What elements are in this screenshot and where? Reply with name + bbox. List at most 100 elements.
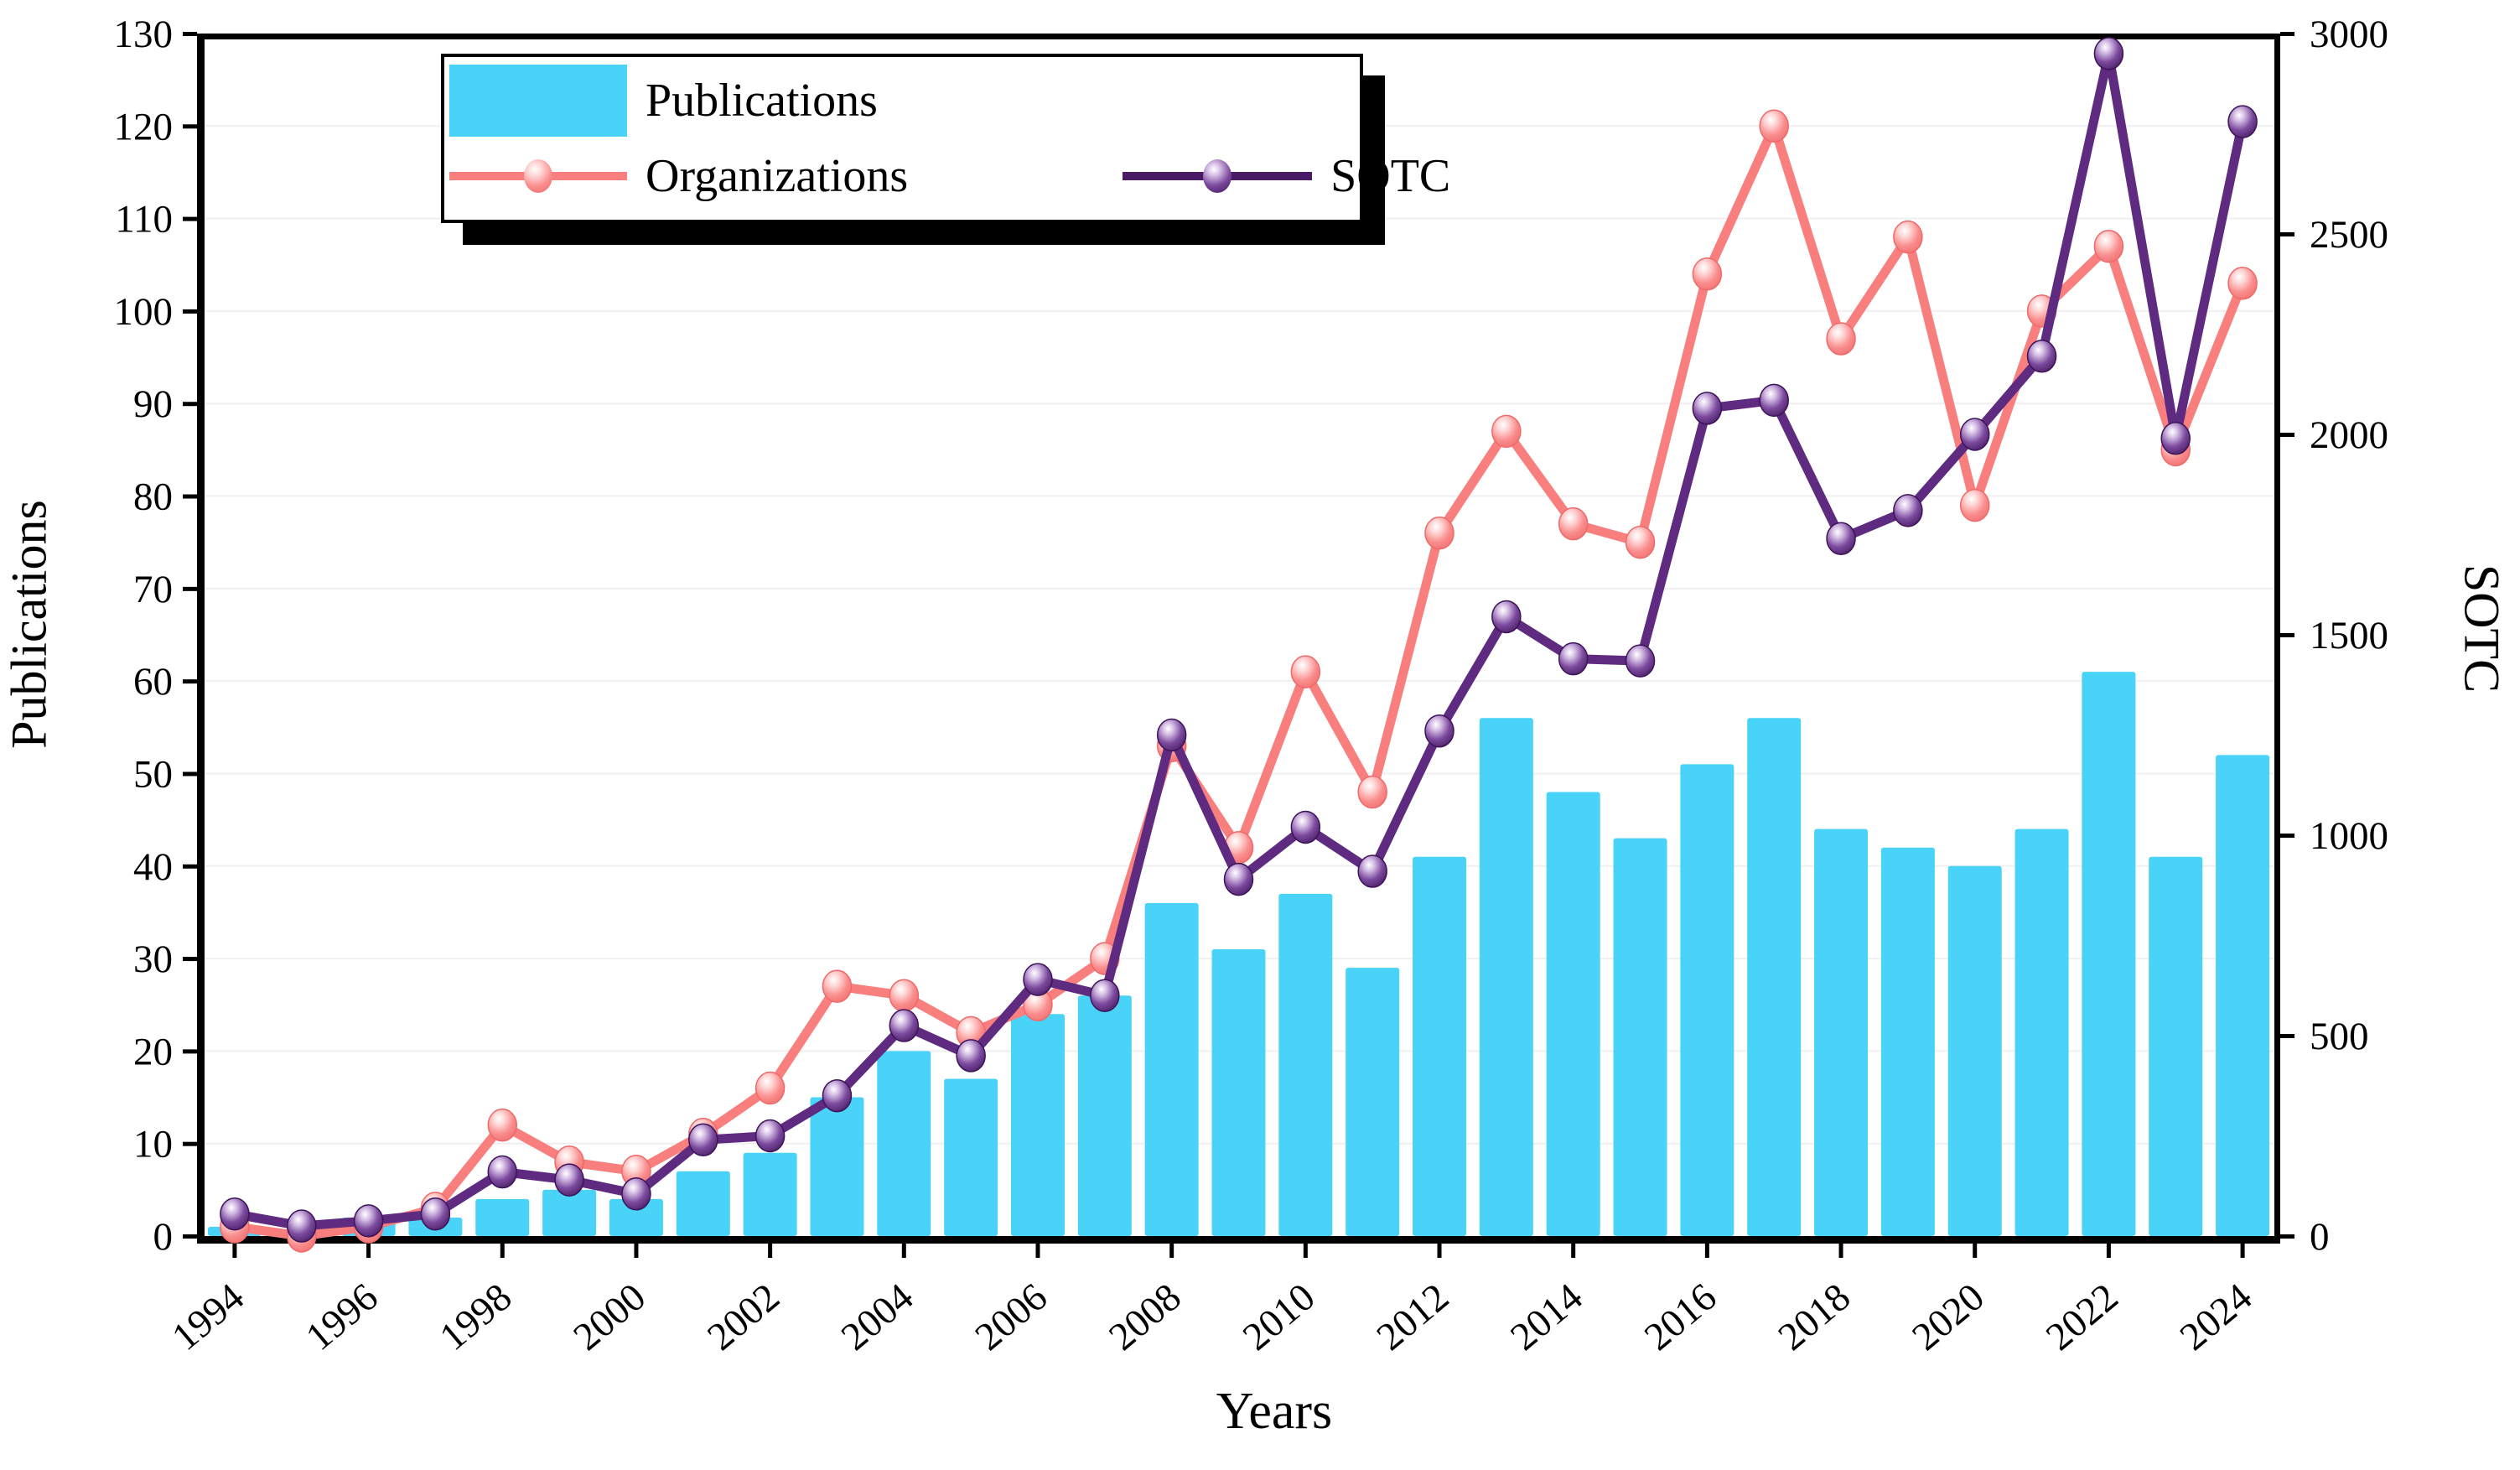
- left-tick: [183, 402, 197, 407]
- sotc-marker: [353, 1204, 384, 1238]
- left-axis-title: Publications: [1, 500, 57, 749]
- publications-swatch: [449, 65, 627, 137]
- sotc-marker: [2227, 105, 2258, 138]
- right-tick: [2280, 232, 2294, 236]
- x-tick-label: 2000: [566, 1275, 654, 1359]
- x-tick-label: 2006: [967, 1275, 1055, 1359]
- x-tick-label: 2004: [833, 1275, 921, 1359]
- sotc-marker: [1290, 810, 1321, 844]
- right-tick-label: 2000: [2310, 413, 2388, 457]
- right-axis-title: SOTC: [2454, 564, 2510, 693]
- left-tick-label: 120: [114, 105, 174, 148]
- publications-bar: [1680, 764, 1734, 1236]
- x-tick-label: 2002: [699, 1275, 787, 1359]
- x-tick-label: 2012: [1369, 1275, 1457, 1359]
- left-tick: [183, 1234, 197, 1239]
- right-tick: [2280, 433, 2294, 437]
- sotc-marker: [889, 1009, 920, 1042]
- organizations-marker-icon: [524, 159, 552, 193]
- sotc-marker: [420, 1197, 451, 1231]
- organizations-marker: [487, 1108, 518, 1142]
- left-tick: [183, 494, 197, 499]
- sotc-marker: [822, 1078, 853, 1113]
- publications-bar: [1144, 902, 1199, 1236]
- publications-bar: [1880, 847, 1935, 1236]
- publications-bar: [944, 1078, 998, 1236]
- left-tick-label: 100: [114, 290, 174, 334]
- organizations-marker: [1893, 220, 1923, 254]
- x-tick: [901, 1243, 906, 1258]
- publications-bar: [2149, 856, 2203, 1236]
- x-tick-label: 2020: [1904, 1275, 1992, 1359]
- right-tick-label: 2500: [2310, 213, 2388, 257]
- left-tick-label: 90: [133, 382, 173, 426]
- left-tick-label: 40: [133, 845, 173, 889]
- sotc-line-sample: [1123, 159, 1313, 193]
- sotc-marker: [688, 1123, 718, 1157]
- line-series: [220, 37, 2258, 1253]
- organizations-line-sample: [449, 159, 627, 193]
- sotc-marker: [1959, 418, 1990, 451]
- left-tick: [183, 771, 197, 777]
- legend-row-publications: Publications: [444, 62, 1360, 139]
- sotc-marker: [2160, 422, 2191, 455]
- publications-bar: [2216, 755, 2270, 1236]
- organizations-marker: [1424, 516, 1454, 550]
- left-tick-label: 70: [133, 568, 173, 611]
- left-tick: [183, 309, 197, 314]
- organizations-marker: [1959, 488, 1990, 522]
- x-tick-label: 2010: [1235, 1275, 1323, 1359]
- publications-bar: [1077, 995, 1132, 1236]
- sotc-marker: [1491, 600, 1522, 634]
- publications-bar: [1479, 718, 1533, 1236]
- right-tick: [2280, 1234, 2294, 1239]
- x-tick-label: 1996: [298, 1275, 386, 1359]
- left-tick: [183, 679, 197, 684]
- organizations-marker: [889, 979, 920, 1012]
- publications-bar: [1814, 828, 1869, 1236]
- sotc-marker: [1893, 494, 1923, 527]
- x-tick: [2106, 1243, 2111, 1258]
- x-tick: [366, 1243, 371, 1258]
- sotc-marker: [956, 1039, 986, 1073]
- x-tick-label: 2008: [1101, 1275, 1189, 1359]
- sotc-marker: [1826, 522, 1856, 556]
- left-tick: [183, 1049, 197, 1054]
- publications-bar: [1278, 893, 1333, 1236]
- x-tick: [232, 1243, 237, 1258]
- organizations-marker: [1692, 257, 1723, 291]
- x-tick: [1571, 1243, 1576, 1258]
- publications-bar: [2014, 828, 2069, 1236]
- right-tick: [2280, 834, 2294, 838]
- x-tick: [1838, 1243, 1843, 1258]
- bottom-axis-line: [197, 1236, 2280, 1244]
- right-tick-label: 1500: [2310, 614, 2388, 657]
- organizations-marker: [2227, 267, 2258, 300]
- x-tick: [1035, 1243, 1040, 1258]
- x-tick-label: 2018: [1771, 1275, 1859, 1359]
- axes-frame: [183, 32, 2294, 1258]
- left-tick-label: 20: [133, 1030, 173, 1073]
- right-tick-label: 3000: [2310, 13, 2388, 56]
- sotc-marker: [1424, 714, 1454, 748]
- sotc-marker: [220, 1197, 250, 1231]
- publications-bar: [810, 1097, 864, 1236]
- publications-bar: [542, 1189, 597, 1236]
- sotc-marker: [1156, 718, 1187, 752]
- left-tick-label: 0: [153, 1215, 174, 1259]
- x-tick: [768, 1243, 773, 1258]
- sotc-marker: [1357, 854, 1387, 888]
- publications-bars: [207, 672, 2270, 1236]
- publications-bar: [1413, 856, 1467, 1236]
- sotc-marker: [1692, 392, 1723, 425]
- x-tick-label: 2014: [1502, 1275, 1590, 1359]
- sotc-marker: [2093, 37, 2124, 70]
- publications-bar: [877, 1051, 931, 1236]
- left-tick-label: 50: [133, 752, 173, 796]
- left-tick-label: 30: [133, 938, 173, 981]
- left-tick: [183, 32, 197, 36]
- x-tick: [1169, 1243, 1174, 1258]
- right-tick-label: 1000: [2310, 814, 2388, 858]
